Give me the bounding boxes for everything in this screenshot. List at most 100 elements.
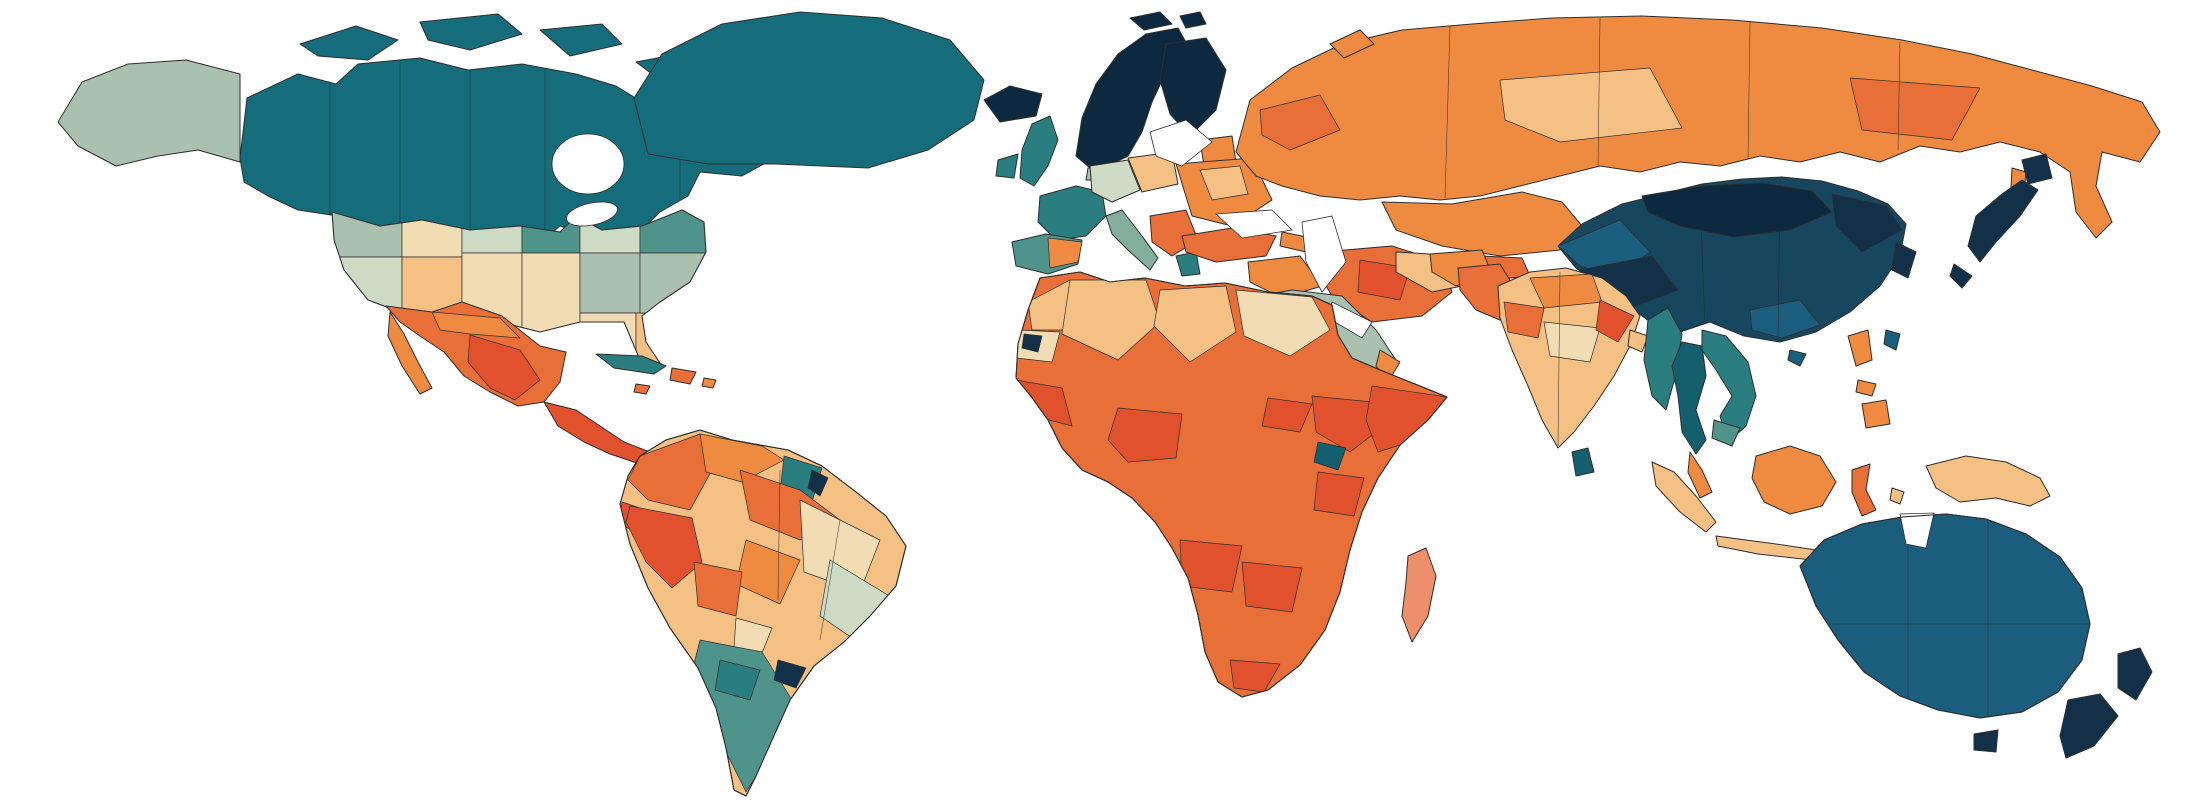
- region-south-china: [1749, 299, 1821, 339]
- russia-border-line: [1597, 17, 1601, 169]
- region-korea: [1891, 241, 1917, 279]
- brazil-border-line: [819, 519, 841, 641]
- region-greenland: [633, 11, 985, 169]
- region-india-central: [1543, 321, 1601, 363]
- region-madagascar: [1401, 547, 1437, 643]
- region-uruguay: [773, 659, 807, 689]
- region-uganda-kenya: [1313, 441, 1347, 471]
- region-arctic-island: [299, 25, 399, 61]
- region-svalbard: [1129, 11, 1173, 31]
- region-united-kingdom: [1019, 115, 1059, 187]
- region-hainan: [1787, 349, 1807, 367]
- region-australia: [1799, 513, 2091, 719]
- region-japan-honshu: [1967, 179, 2039, 263]
- us-state-cell: [579, 252, 641, 314]
- gulf-of-carpentaria: [1899, 512, 1935, 549]
- region-cuba: [595, 353, 667, 375]
- us-state-cell: [639, 252, 706, 314]
- caspian-sea: [1301, 215, 1347, 293]
- black-sea: [1215, 209, 1293, 239]
- region-myanmar: [1643, 307, 1683, 411]
- region-libya: [1153, 285, 1237, 363]
- region-zambia-zimbabwe: [1241, 561, 1303, 613]
- australia-states: [1818, 515, 2088, 718]
- region-mexico-north: [431, 311, 521, 339]
- region-sulawesi: [1851, 463, 1877, 517]
- region-india-east: [1595, 299, 1635, 343]
- region-suriname: [807, 469, 829, 497]
- region-japan-kyushu: [1949, 263, 1973, 289]
- region-india-west: [1503, 301, 1545, 339]
- region-japan-hokkaido: [2021, 153, 2053, 185]
- region-mexico-south: [467, 334, 541, 401]
- oceania: [1799, 512, 2153, 759]
- region-malay-peninsula: [1687, 451, 1713, 499]
- region-hispaniola: [669, 367, 697, 385]
- region-ireland: [995, 153, 1019, 179]
- region-argentina-province: [714, 659, 761, 701]
- russia-border-line: [1897, 41, 1901, 151]
- region-thailand: [1671, 341, 1707, 455]
- region-ukraine-patch: [1199, 165, 1249, 201]
- south-america: [619, 429, 907, 797]
- region-western-sahara-dark: [1021, 333, 1043, 353]
- region-jamaica: [633, 383, 651, 395]
- africa: [1015, 271, 1448, 698]
- region-iceland: [983, 85, 1043, 123]
- region-bangladesh: [1627, 329, 1649, 353]
- region-manchuria: [1831, 193, 1903, 253]
- hudson-bay: [551, 133, 625, 195]
- region-bolivia: [693, 561, 743, 617]
- region-arctic-island: [419, 13, 523, 51]
- region-new-guinea: [1925, 455, 2051, 507]
- region-south-sudan: [1261, 397, 1313, 433]
- us-state-cell: [521, 252, 581, 334]
- region-philippines-visayas: [1855, 379, 1877, 397]
- region-cambodia: [1711, 419, 1741, 447]
- region-mongolia: [1641, 182, 1833, 238]
- region-peru: [625, 505, 703, 589]
- region-philippines-mindanao: [1861, 399, 1891, 429]
- region-tasmania: [1973, 729, 1999, 753]
- region-alaska: [57, 59, 241, 167]
- region-sumatra: [1651, 461, 1717, 533]
- region-south-africa: [1229, 659, 1281, 693]
- region-arctic-island: [539, 23, 623, 57]
- india-states: [1503, 271, 1635, 447]
- south-america-countries: [620, 433, 897, 796]
- usa-states: [332, 210, 706, 366]
- region-new-zealand-north: [2117, 647, 2153, 701]
- region-moluccas: [1889, 487, 1905, 505]
- russia-regions: [1259, 17, 1981, 199]
- region-philippines-luzon: [1847, 329, 1873, 367]
- region-russia-far-east: [1849, 77, 1981, 141]
- region-italy: [1105, 209, 1159, 271]
- great-lakes: [566, 201, 618, 227]
- region-iberia-east: [1047, 237, 1083, 269]
- east-south-asia: [1429, 153, 2053, 577]
- region-kazakhstan: [1381, 191, 1583, 257]
- region-russia-northwest: [1259, 94, 1341, 151]
- region-france: [1037, 185, 1107, 241]
- region-puerto-rico: [701, 377, 717, 389]
- region-nigeria: [1107, 407, 1183, 463]
- region-germany-central-europe: [1089, 159, 1141, 203]
- region-somalia-horn: [1365, 385, 1447, 453]
- region-egypt: [1235, 289, 1331, 357]
- north-america: [57, 11, 985, 469]
- russia-central-asia: [1215, 15, 2161, 293]
- europe: [983, 11, 1273, 277]
- region-borneo: [1751, 445, 1837, 515]
- region-central-america: [543, 401, 659, 465]
- region-sri-lanka: [1571, 447, 1595, 477]
- brazil-border-line: [777, 469, 781, 601]
- region-tanzania: [1313, 471, 1365, 517]
- africa-countries: [1016, 279, 1447, 693]
- india-border-line: [1557, 271, 1561, 447]
- region-algeria: [1061, 279, 1161, 361]
- region-new-zealand-south: [2059, 693, 2119, 759]
- region-finland: [1159, 37, 1227, 137]
- baltic-sea: [1149, 119, 1213, 167]
